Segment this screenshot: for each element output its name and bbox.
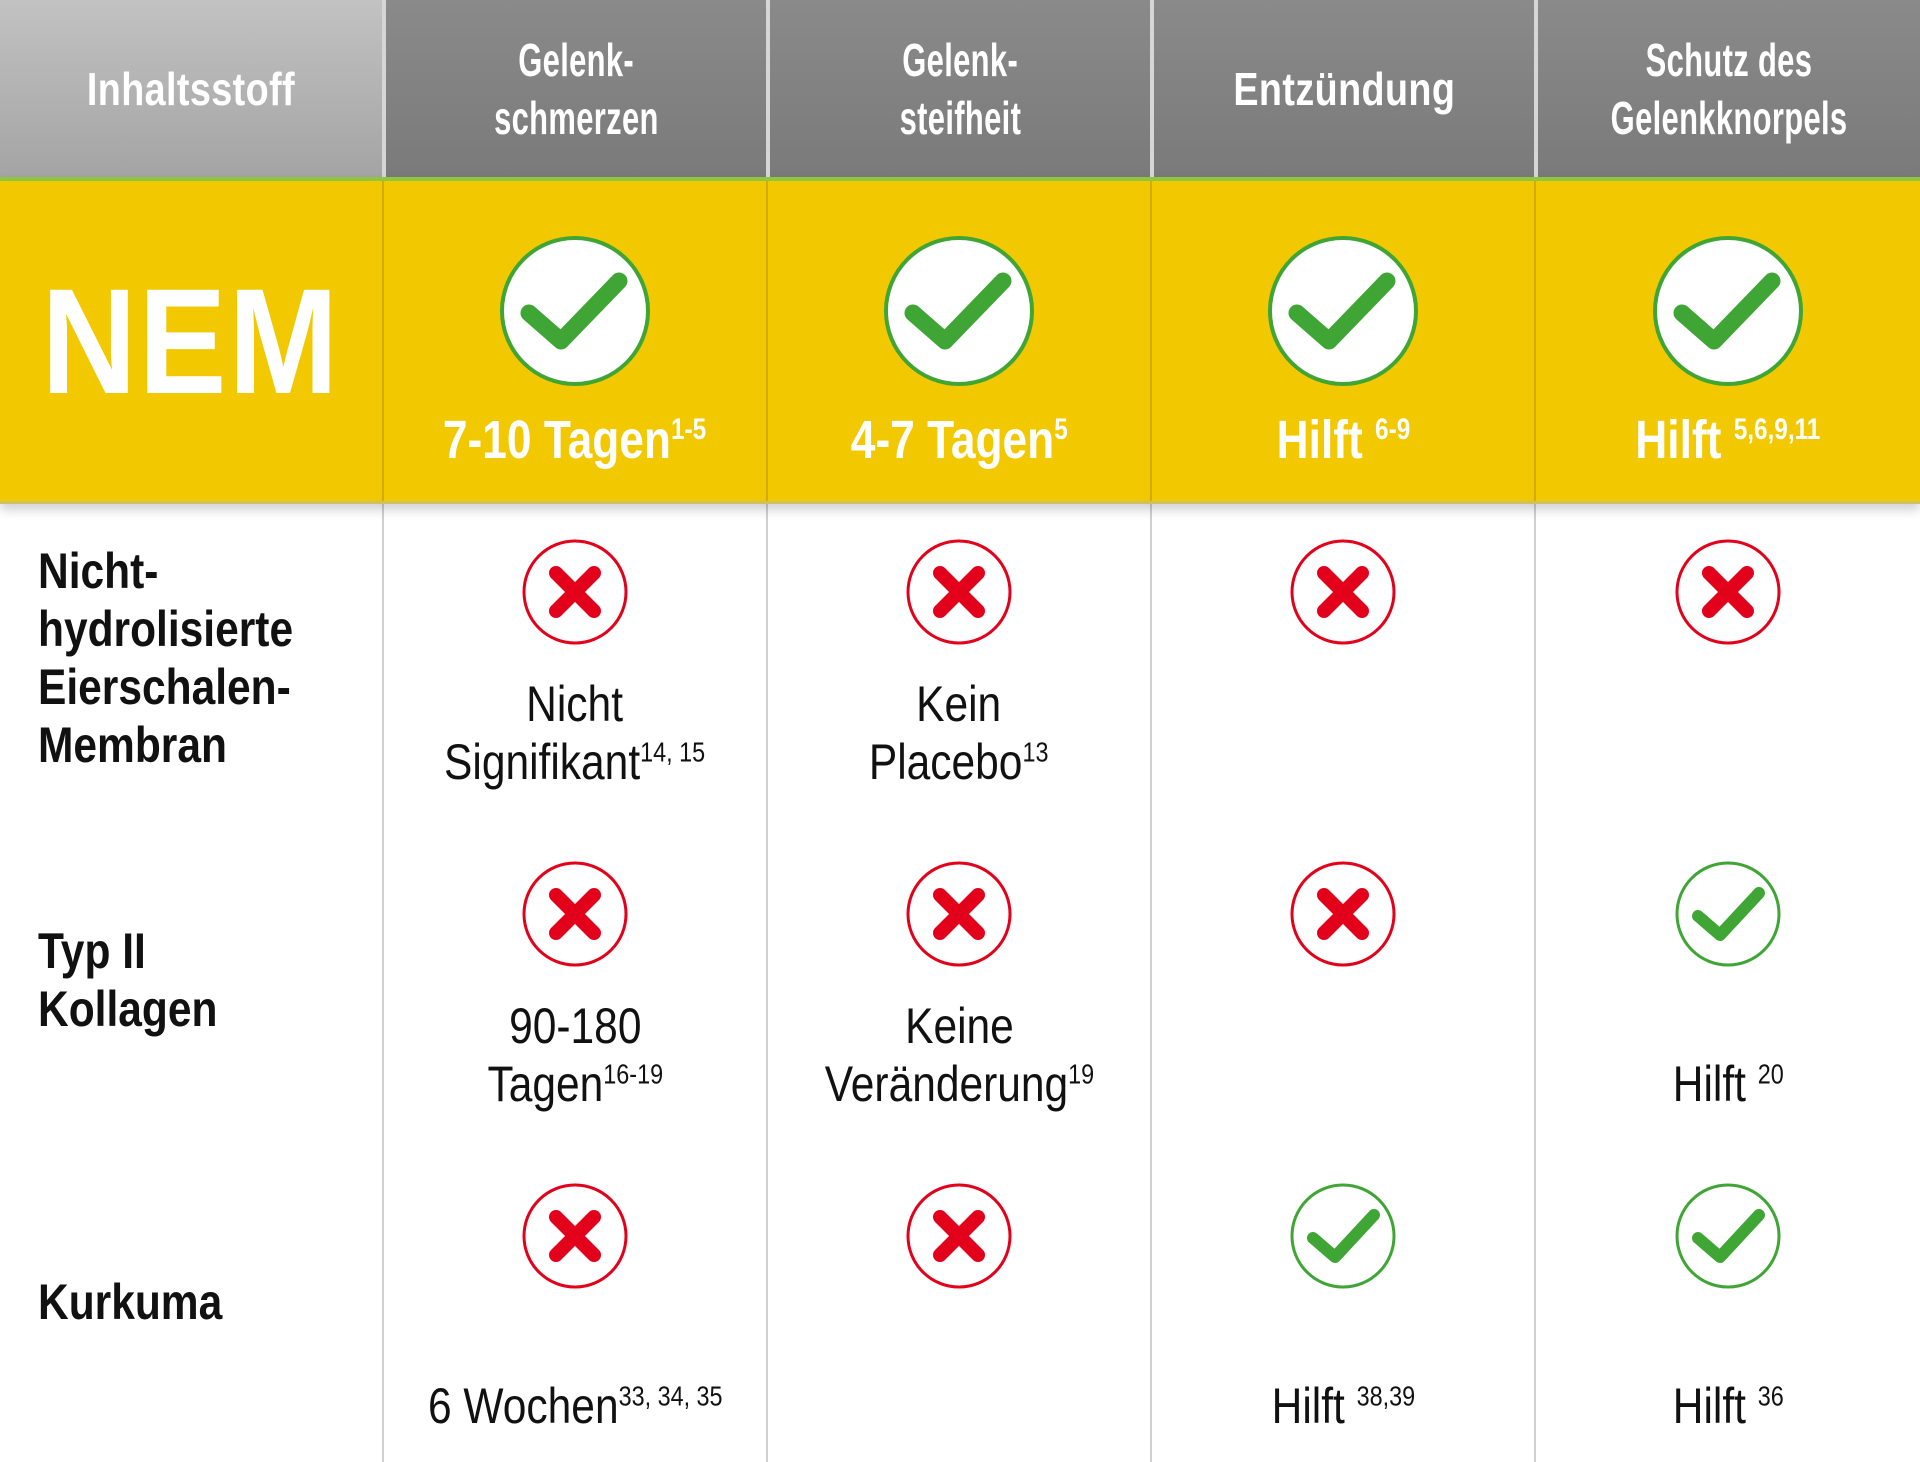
cross-icon bbox=[1290, 539, 1396, 645]
nem-cell: Hilft 6-9 bbox=[1150, 181, 1534, 501]
row-label: Nicht-hydrolisierte Eierschalen- Membran bbox=[38, 543, 294, 773]
table-cell: Nicht Signifikant14, 15 bbox=[382, 497, 766, 819]
table-cell: 90-180 Tagen16-19 bbox=[382, 819, 766, 1141]
cross-icon bbox=[906, 861, 1012, 967]
header-gelenkschmerzen: Gelenk-schmerzen bbox=[382, 0, 766, 177]
table-cell bbox=[1150, 497, 1534, 819]
cross-icon bbox=[906, 1183, 1012, 1289]
nem-cell: 7-10 Tagen1-5 bbox=[382, 181, 766, 501]
row-label-cell: Nicht-hydrolisierte Eierschalen- Membran bbox=[0, 497, 382, 819]
header-row: Inhaltsstoff Gelenk-schmerzen Gelenk-ste… bbox=[0, 0, 1920, 177]
check-icon bbox=[1675, 1183, 1781, 1289]
header-ingredient: Inhaltsstoff bbox=[0, 0, 382, 177]
nem-cell: Hilft 5,6,9,11 bbox=[1534, 181, 1920, 501]
cross-icon bbox=[1675, 539, 1781, 645]
nem-label-cell: NEM bbox=[0, 181, 382, 501]
header-entzuendung: Entzündung bbox=[1150, 0, 1534, 177]
table-cell bbox=[1534, 497, 1920, 819]
table-cell: Hilft 38,39 bbox=[1150, 1141, 1534, 1462]
check-icon bbox=[499, 235, 651, 387]
table-cell: 6 Wochen33, 34, 35 bbox=[382, 1141, 766, 1462]
table-cell: Hilft 20 bbox=[1534, 819, 1920, 1141]
cross-icon bbox=[522, 539, 628, 645]
row-label: Typ II Kollagen bbox=[38, 923, 218, 1037]
cross-icon bbox=[522, 861, 628, 967]
table-row: Typ II Kollagen 90-180 Tagen16-19 Keine Ver… bbox=[0, 819, 1920, 1143]
table-cell: Keine Veränderung19 bbox=[766, 819, 1150, 1141]
table-row: Nicht-hydrolisierte Eierschalen- Membran N… bbox=[0, 497, 1920, 821]
row-label: Kurkuma bbox=[38, 1273, 223, 1330]
nem-cell: 4-7 Tagen5 bbox=[766, 181, 1150, 501]
table-cell: Kein Placebo13 bbox=[766, 497, 1150, 819]
cross-icon bbox=[522, 1183, 628, 1289]
nem-row: NEM 7-10 Tagen1-5 4-7 Tagen5 Hilft 6-9 H… bbox=[0, 177, 1920, 504]
table-cell bbox=[766, 1141, 1150, 1462]
check-icon bbox=[1652, 235, 1804, 387]
check-icon bbox=[1675, 861, 1781, 967]
table-row: Kurkuma 6 Wochen33, 34, 35 Hilft 38,39 H… bbox=[0, 1141, 1920, 1462]
table-cell: Hilft 36 bbox=[1534, 1141, 1920, 1462]
check-icon bbox=[1267, 235, 1419, 387]
check-icon bbox=[883, 235, 1035, 387]
nem-title: NEM bbox=[41, 256, 341, 425]
table-cell bbox=[1150, 819, 1534, 1141]
header-gelenksteifheit: Gelenk-steifheit bbox=[766, 0, 1150, 177]
row-label-cell: Kurkuma bbox=[0, 1141, 382, 1462]
cross-icon bbox=[1290, 861, 1396, 967]
cross-icon bbox=[906, 539, 1012, 645]
row-label-cell: Typ II Kollagen bbox=[0, 819, 382, 1141]
header-knorpelschutz: Schutz des Gelenkknorpels bbox=[1534, 0, 1920, 177]
check-icon bbox=[1290, 1183, 1396, 1289]
